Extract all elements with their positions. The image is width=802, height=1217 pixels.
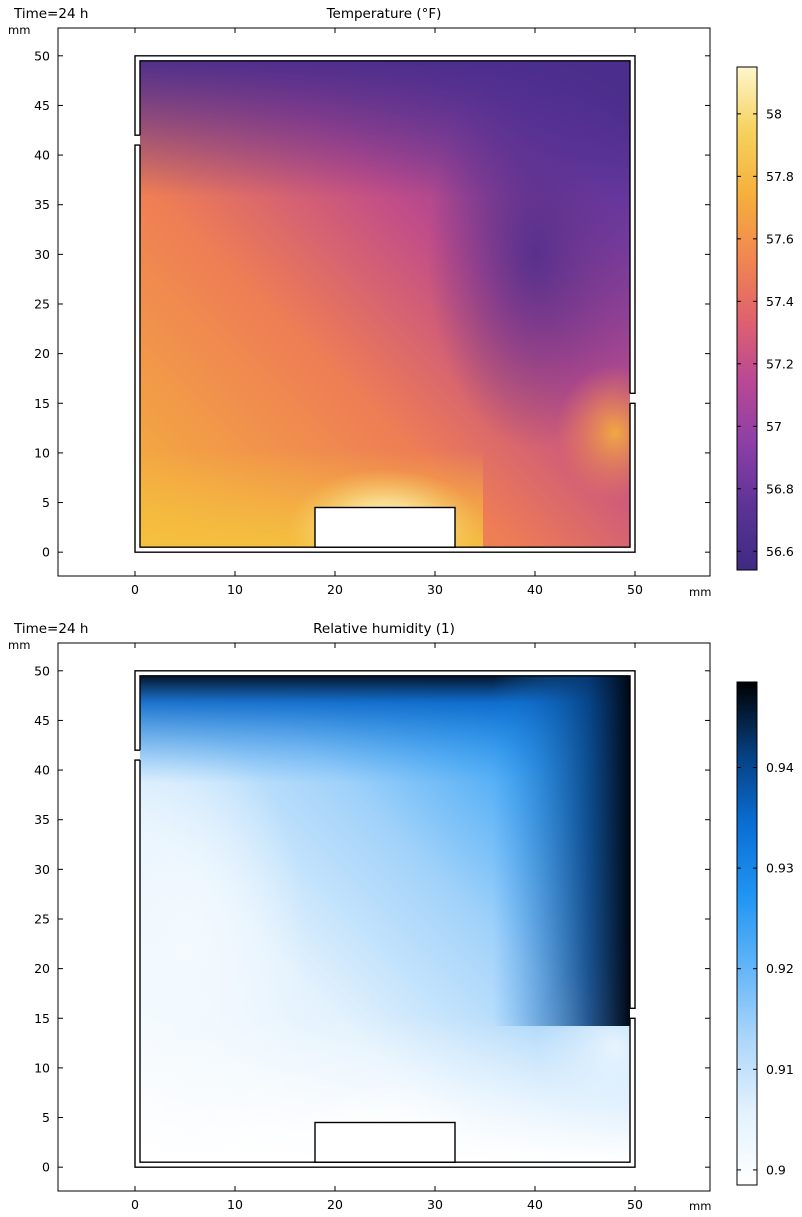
x-axis: 0 10 20 30 40 50 xyxy=(131,28,643,597)
x-tick-label: 10 xyxy=(227,582,243,597)
x-tick-label: 50 xyxy=(627,1197,643,1212)
y-tick-label: 5 xyxy=(42,1110,50,1125)
colorbar: 56.6 56.8 57 57.2 57.4 57.6 57.8 58 xyxy=(736,66,794,571)
colorbar-tick-label: 57.8 xyxy=(766,169,794,184)
colorbar-tick-label: 57 xyxy=(766,419,782,434)
time-label: Time=24 h xyxy=(13,621,88,637)
y-tick-label: 15 xyxy=(34,396,50,411)
heater-block xyxy=(314,1121,456,1163)
x-tick-label: 30 xyxy=(427,1197,443,1212)
y-tick-label: 5 xyxy=(42,495,50,510)
colorbar: 0.9 0.91 0.92 0.93 0.94 xyxy=(736,681,794,1186)
y-axis: 0 5 10 15 20 25 30 35 40 45 50 xyxy=(34,663,710,1175)
relative-humidity-field xyxy=(140,675,630,1163)
y-tick-label: 0 xyxy=(42,545,50,560)
y-tick-label: 20 xyxy=(34,346,50,361)
y-tick-label: 45 xyxy=(34,713,50,728)
x-tick-label: 50 xyxy=(627,582,643,597)
time-label: Time=24 h xyxy=(13,6,88,22)
colorbar-tick-label: 0.93 xyxy=(766,861,794,876)
y-tick-label: 20 xyxy=(34,961,50,976)
colorbar-tick-label: 0.9 xyxy=(766,1162,786,1177)
colorbar-tick-label: 57.2 xyxy=(766,356,794,371)
colorbar-tick-label: 57.4 xyxy=(766,294,794,309)
inner-wall xyxy=(139,60,631,394)
x-tick-label: 30 xyxy=(427,582,443,597)
temperature-plot: 0 10 20 30 40 50 0 5 10 15 20 25 30 35 40 45 50 Time=24… xyxy=(8,6,794,599)
y-tick-label: 50 xyxy=(34,48,50,63)
colorbar-tick-label: 0.94 xyxy=(766,760,794,775)
y-tick-label: 50 xyxy=(34,663,50,678)
chart-title: Relative humidity (1) xyxy=(313,621,455,637)
y-tick-label: 45 xyxy=(34,98,50,113)
geometry-outline xyxy=(134,670,636,1168)
colorbar-tick-label: 58 xyxy=(766,106,782,121)
colorbar-tick-label: 56.6 xyxy=(766,544,794,559)
x-tick-label: 40 xyxy=(527,1197,543,1212)
y-tick-label: 10 xyxy=(34,445,50,460)
y-tick-label: 35 xyxy=(34,812,50,827)
y-tick-label: 30 xyxy=(34,247,50,262)
plot-frame xyxy=(57,642,711,1192)
y-tick-label: 0 xyxy=(42,1160,50,1175)
geometry-outline xyxy=(134,55,636,553)
y-tick-label: 40 xyxy=(34,148,50,163)
outer-wall xyxy=(134,759,636,1168)
y-axis-label: mm xyxy=(8,23,30,37)
colorbar-tick-label: 0.91 xyxy=(766,1062,794,1077)
y-axis: 0 5 10 15 20 25 30 35 40 45 50 xyxy=(34,48,710,560)
y-tick-label: 15 xyxy=(34,1011,50,1026)
y-tick-label: 30 xyxy=(34,862,50,877)
outer-wall xyxy=(134,55,636,394)
y-tick-label: 25 xyxy=(34,296,50,311)
x-tick-label: 10 xyxy=(227,1197,243,1212)
y-tick-label: 35 xyxy=(34,197,50,212)
heater-block xyxy=(314,506,456,548)
y-tick-label: 10 xyxy=(34,1060,50,1075)
y-axis-label: mm xyxy=(8,638,30,652)
x-axis-label: mm xyxy=(689,585,711,599)
x-tick-label: 0 xyxy=(131,582,139,597)
x-tick-label: 0 xyxy=(131,1197,139,1212)
x-axis-label: mm xyxy=(689,1199,711,1213)
x-tick-label: 20 xyxy=(327,582,343,597)
x-tick-label: 40 xyxy=(527,582,543,597)
colorbar-tick-label: 56.8 xyxy=(766,481,794,496)
relative-humidity-plot: 0 10 20 30 40 50 0 5 10 15 20 25 30 35 40 45 50 Time=24… xyxy=(8,621,794,1213)
x-tick-label: 20 xyxy=(327,1197,343,1212)
chart-title: Temperature (°F) xyxy=(326,6,442,22)
colorbar-tick-label: 57.6 xyxy=(766,231,794,246)
x-axis: 0 10 20 30 40 50 xyxy=(131,643,643,1212)
colorbar-tick-label: 0.92 xyxy=(766,961,794,976)
y-tick-label: 25 xyxy=(34,911,50,926)
outer-wall xyxy=(134,144,636,553)
outer-wall xyxy=(134,670,636,1009)
inner-wall xyxy=(139,675,631,1009)
plot-frame xyxy=(57,27,711,577)
y-tick-label: 40 xyxy=(34,763,50,778)
